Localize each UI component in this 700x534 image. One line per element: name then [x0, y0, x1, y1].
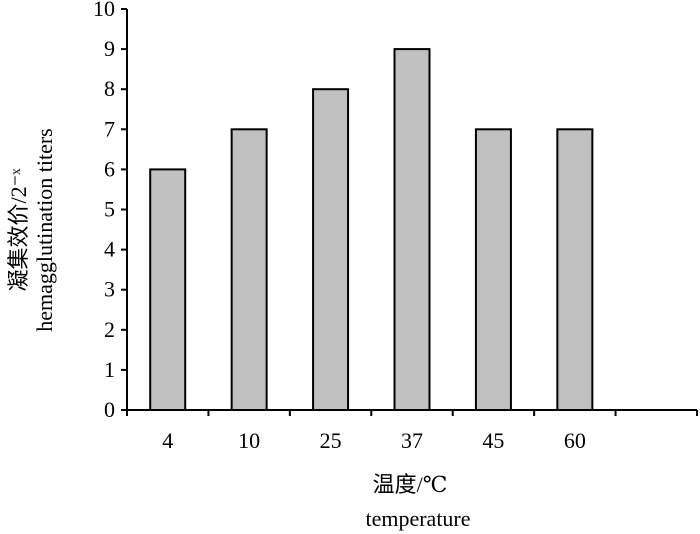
bar-4: [149, 168, 187, 411]
x-ticks-group: 4 10 25 37 45 60: [126, 410, 698, 453]
bars-group: [149, 48, 594, 412]
y-tick-label: 10: [93, 0, 115, 21]
y-tick-label: 9: [104, 36, 115, 61]
bar-37: [393, 48, 431, 411]
x-tick-label: 10: [238, 428, 260, 453]
x-tick-label: 37: [401, 428, 423, 453]
y-ticks-group: 0 1 2 3 4 5 6 7 8 9 10: [93, 0, 127, 422]
x-axis-title-en: temperature: [365, 506, 470, 531]
bar-60: [556, 128, 594, 412]
bar-45: [474, 128, 512, 412]
x-axis-title-cn: 温度/℃: [373, 472, 448, 497]
x-tick-label: 4: [162, 428, 173, 453]
y-tick-label: 3: [104, 277, 115, 302]
y-tick-label: 8: [104, 76, 115, 101]
y-axis-title-cn: 凝集效价/2⁻ˣ: [6, 168, 31, 292]
x-tick-label: 60: [564, 428, 586, 453]
x-tick-label: 25: [320, 428, 342, 453]
y-tick-label: 4: [104, 237, 115, 262]
y-tick-label: 7: [104, 116, 115, 141]
bar-25: [312, 88, 350, 411]
y-tick-label: 1: [104, 357, 115, 382]
bar-10: [230, 128, 268, 412]
y-axis-title-en: hemagglutination titers: [32, 128, 57, 331]
y-tick-label: 6: [104, 156, 115, 181]
x-tick-label: 45: [482, 428, 504, 453]
y-tick-label: 0: [104, 397, 115, 422]
y-tick-label: 5: [104, 197, 115, 222]
y-tick-label: 2: [104, 317, 115, 342]
